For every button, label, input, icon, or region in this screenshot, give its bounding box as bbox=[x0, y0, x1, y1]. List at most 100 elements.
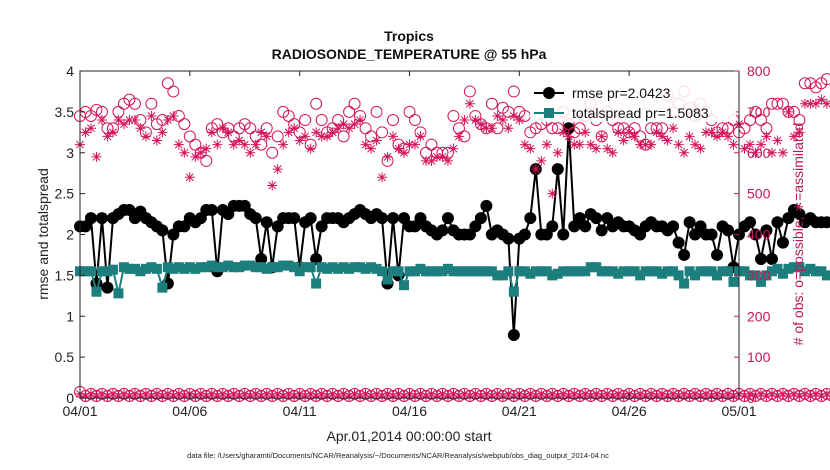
possible-point bbox=[337, 130, 350, 143]
totalspread-point bbox=[569, 266, 580, 277]
assimilated-point bbox=[525, 143, 536, 154]
totalspread-point bbox=[85, 266, 96, 277]
legend-label-totalspread: totalspread pr=1.5083 bbox=[572, 105, 709, 121]
totalspread-point bbox=[239, 260, 250, 271]
assimilated-bottom-point bbox=[508, 390, 519, 401]
assimilated-bottom-point bbox=[459, 388, 470, 399]
assimilated-bottom-point bbox=[552, 390, 563, 401]
assimilated-point bbox=[547, 188, 558, 199]
assimilated-bottom-point bbox=[607, 390, 618, 401]
assimilated-point bbox=[393, 143, 404, 154]
totalspread-point bbox=[585, 262, 596, 273]
assimilated-bottom-point bbox=[217, 388, 228, 399]
totalspread-point bbox=[624, 266, 635, 277]
assimilated-point bbox=[201, 143, 212, 154]
totalspread-point bbox=[514, 266, 525, 277]
assimilated-point bbox=[239, 139, 250, 150]
rmse-point bbox=[771, 216, 784, 229]
totalspread-point bbox=[366, 262, 377, 273]
assimilated-point bbox=[492, 110, 503, 121]
assimilated-point bbox=[338, 119, 349, 130]
totalspread-point bbox=[596, 266, 607, 277]
totalspread-point bbox=[640, 266, 651, 277]
rmse-point bbox=[820, 216, 830, 229]
assimilated-bottom-point bbox=[162, 388, 173, 399]
possible-point bbox=[145, 97, 158, 110]
assimilated-point bbox=[569, 139, 580, 150]
rmse-point bbox=[524, 212, 537, 225]
totalspread-point bbox=[519, 266, 530, 277]
y-tick-label-right: 0 bbox=[747, 390, 755, 406]
assimilated-bottom-point bbox=[371, 388, 382, 399]
assimilated-point bbox=[168, 110, 179, 121]
possible-point bbox=[178, 118, 191, 131]
assimilated-point bbox=[311, 127, 322, 138]
x-tick-label: 04/06 bbox=[172, 403, 207, 419]
assimilated-point bbox=[453, 131, 464, 142]
assimilated-bottom-point bbox=[250, 388, 261, 399]
assimilated-bottom-point bbox=[173, 388, 184, 399]
possible-point bbox=[425, 138, 438, 151]
assimilated-bottom-point bbox=[563, 390, 574, 401]
totalspread-point bbox=[635, 270, 646, 281]
rmse-point bbox=[288, 212, 301, 225]
assimilated-point bbox=[184, 172, 195, 183]
rmse-point bbox=[672, 236, 685, 249]
rmse-point bbox=[579, 220, 592, 233]
totalspread-point bbox=[799, 266, 810, 277]
assimilated-point bbox=[805, 98, 816, 109]
totalspread-point bbox=[651, 266, 662, 277]
assimilated-point bbox=[234, 135, 245, 146]
assimilated-bottom-point bbox=[267, 390, 278, 401]
totalspread-point bbox=[113, 288, 124, 299]
assimilated-point bbox=[426, 155, 437, 166]
totalspread-point bbox=[503, 266, 514, 277]
assimilated-point bbox=[333, 123, 344, 134]
assimilated-bottom-point bbox=[388, 390, 399, 401]
possible-point bbox=[793, 114, 806, 127]
rmse-point bbox=[376, 212, 389, 225]
totalspread-point bbox=[607, 266, 618, 277]
totalspread-point bbox=[168, 263, 179, 274]
assimilated-point bbox=[267, 180, 278, 191]
assimilated-point bbox=[563, 131, 574, 142]
assimilated-bottom-point bbox=[393, 388, 404, 399]
assimilated-bottom-point bbox=[701, 388, 712, 399]
assimilated-bottom-point bbox=[344, 390, 355, 401]
totalspread-point bbox=[690, 270, 701, 281]
legend-marker-totalspread bbox=[544, 108, 554, 118]
assimilated-bottom-point bbox=[278, 390, 289, 401]
assimilated-bottom-point bbox=[437, 388, 448, 399]
assimilated-point bbox=[613, 127, 624, 138]
assimilated-bottom-point bbox=[596, 390, 607, 401]
totalspread-point bbox=[135, 266, 146, 277]
legend-marker-rmse bbox=[543, 87, 555, 99]
rmse-point bbox=[551, 163, 564, 176]
totalspread-point bbox=[695, 266, 706, 277]
assimilated-point bbox=[162, 115, 173, 126]
possible-point bbox=[546, 122, 559, 135]
assimilated-point bbox=[508, 110, 519, 121]
legend: rmse pr=2.0423 totalspread pr=1.5083 bbox=[530, 80, 736, 122]
totalspread-point bbox=[184, 262, 195, 273]
assimilated-bottom-point bbox=[300, 390, 311, 401]
assimilated-point bbox=[349, 119, 360, 130]
assimilated-point bbox=[470, 115, 481, 126]
totalspread-point bbox=[404, 266, 415, 277]
assimilated-bottom-point bbox=[541, 390, 552, 401]
assimilated-point bbox=[85, 123, 96, 134]
assimilated-point bbox=[179, 147, 190, 158]
y-tick-label-left: 1 bbox=[66, 308, 74, 324]
assimilated-bottom-point bbox=[788, 388, 799, 399]
totalspread-point bbox=[415, 263, 426, 274]
totalspread-point bbox=[173, 262, 184, 273]
assimilated-point bbox=[360, 139, 371, 150]
totalspread-point bbox=[673, 270, 684, 281]
x-tick-label: 04/01 bbox=[62, 403, 97, 419]
assimilated-point bbox=[503, 123, 514, 134]
possible-point bbox=[463, 85, 476, 98]
assimilated-point bbox=[574, 139, 585, 150]
assimilated-point bbox=[217, 123, 228, 134]
x-tick-label: 04/26 bbox=[612, 403, 647, 419]
series-layer bbox=[74, 73, 830, 402]
